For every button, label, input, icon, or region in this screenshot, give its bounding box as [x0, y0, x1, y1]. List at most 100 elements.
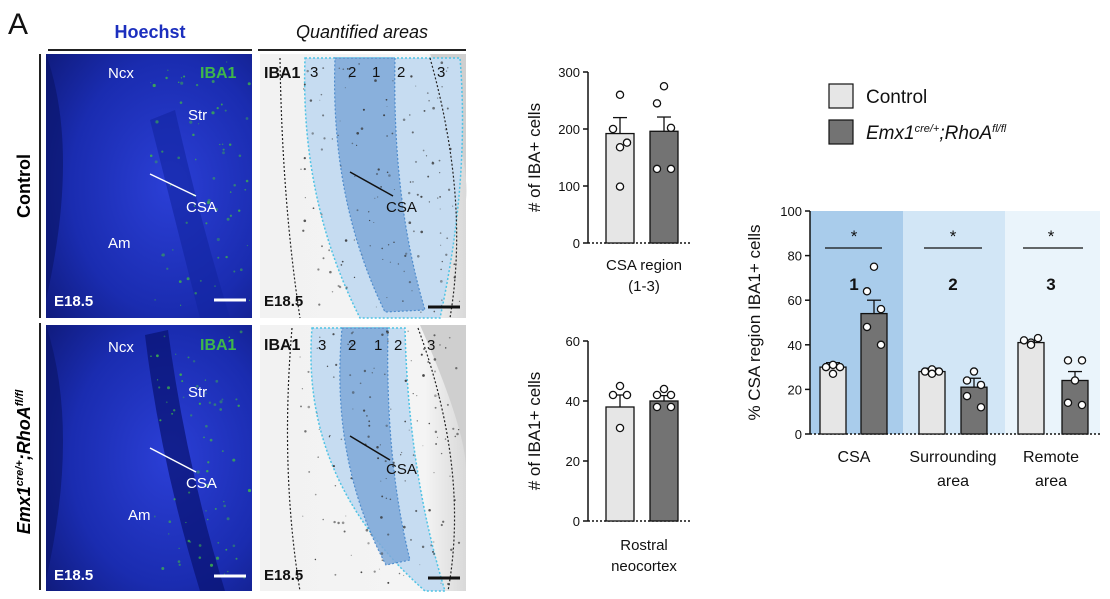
zone-2-right: 2 — [397, 64, 405, 81]
texture-dot — [161, 150, 164, 153]
texture-dot — [214, 285, 216, 287]
data-point — [828, 369, 838, 379]
texture-dot — [195, 83, 199, 87]
data-point — [876, 304, 886, 314]
texture-dot — [434, 430, 438, 434]
texture-dot — [214, 207, 219, 212]
y-axis-label: % CSA region IBA1+ cells — [745, 224, 764, 420]
texture-dot — [303, 156, 306, 160]
texture-dot — [237, 209, 241, 212]
texture-dot — [156, 379, 159, 381]
texture-dot — [321, 245, 323, 248]
data-point — [652, 164, 662, 174]
texture-dot — [303, 88, 305, 90]
texture-dot — [437, 97, 439, 99]
texture-dot — [386, 297, 388, 299]
area-3-boundary — [429, 57, 458, 319]
category-label: CSA — [838, 449, 871, 466]
texture-dot — [165, 401, 168, 404]
texture-dot — [404, 254, 407, 257]
texture-dot — [338, 67, 341, 70]
significance-star: * — [950, 227, 957, 246]
texture-dot — [233, 270, 236, 273]
texture-dot — [322, 257, 325, 260]
category-label: Surrounding — [909, 449, 996, 466]
texture-dot — [380, 552, 384, 555]
texture-dot — [246, 245, 248, 247]
y-tick-label: 0 — [573, 236, 580, 251]
texture-dot — [192, 133, 195, 137]
panel-letter: A — [8, 8, 28, 41]
texture-dot — [407, 191, 411, 195]
texture-dot — [299, 356, 301, 358]
texture-dot — [197, 123, 200, 125]
texture-dot — [367, 435, 370, 438]
texture-dot — [379, 444, 381, 446]
texture-dot — [154, 299, 156, 301]
texture-dot — [378, 568, 380, 570]
texture-dot — [365, 528, 369, 532]
texture-dot — [444, 438, 447, 440]
chart-rostral-neocortex: 0 20 40 60 # of IBA1+ cells Rostral neocortex — [525, 334, 690, 575]
texture-dot — [186, 277, 190, 281]
data-point — [862, 287, 872, 296]
texture-dot — [346, 68, 349, 70]
texture-dot — [434, 394, 437, 397]
texture-dot — [445, 253, 448, 256]
texture-dot — [391, 132, 394, 135]
zone-2-left: 2 — [348, 337, 356, 354]
label-am: Am — [128, 507, 151, 524]
texture-dot — [319, 336, 321, 338]
texture-dot — [373, 222, 375, 223]
data-point — [962, 376, 972, 385]
texture-dot — [412, 230, 415, 233]
texture-dot — [340, 264, 343, 266]
texture-dot — [347, 343, 349, 346]
texture-dot — [447, 67, 449, 69]
texture-dot — [387, 581, 390, 584]
texture-dot — [205, 392, 207, 394]
texture-dot — [419, 564, 421, 566]
bar-control — [1017, 341, 1045, 435]
texture-dot — [173, 409, 176, 412]
texture-dot — [150, 82, 152, 84]
legend-swatch-mutant — [828, 119, 854, 145]
texture-dot — [439, 208, 441, 210]
texture-dot — [453, 499, 456, 502]
texture-dot — [437, 197, 439, 199]
texture-dot — [442, 520, 445, 523]
texture-dot — [337, 284, 340, 288]
data-point — [666, 390, 676, 400]
texture-dot — [326, 365, 329, 368]
y-tick-label: 40 — [788, 338, 802, 353]
texture-dot — [226, 517, 230, 521]
texture-dot — [355, 144, 358, 147]
y-tick-label: 60 — [788, 293, 802, 308]
texture-dot — [369, 533, 372, 536]
data-point — [666, 123, 676, 133]
zone-1: 1 — [372, 64, 380, 81]
texture-dot — [312, 207, 315, 210]
texture-dot — [385, 497, 388, 500]
texture-dot — [323, 137, 326, 140]
texture-dot — [393, 188, 395, 191]
texture-dot — [337, 521, 340, 525]
label-ncx: Ncx — [108, 65, 134, 82]
texture-dot — [219, 408, 223, 411]
texture-dot — [235, 557, 238, 560]
data-point — [976, 402, 986, 412]
texture-dot — [359, 382, 362, 385]
texture-dot — [334, 485, 337, 487]
texture-dot — [314, 493, 317, 496]
texture-dot — [303, 219, 307, 223]
texture-dot — [215, 556, 220, 560]
y-tick-label: 20 — [566, 454, 580, 469]
texture-dot — [411, 290, 413, 292]
area-3-boundary — [417, 327, 456, 592]
zone-2-left: 2 — [348, 64, 356, 81]
texture-dot — [392, 80, 394, 82]
label-am: Am — [108, 235, 131, 252]
texture-dot — [358, 63, 360, 65]
texture-dot — [211, 80, 215, 83]
